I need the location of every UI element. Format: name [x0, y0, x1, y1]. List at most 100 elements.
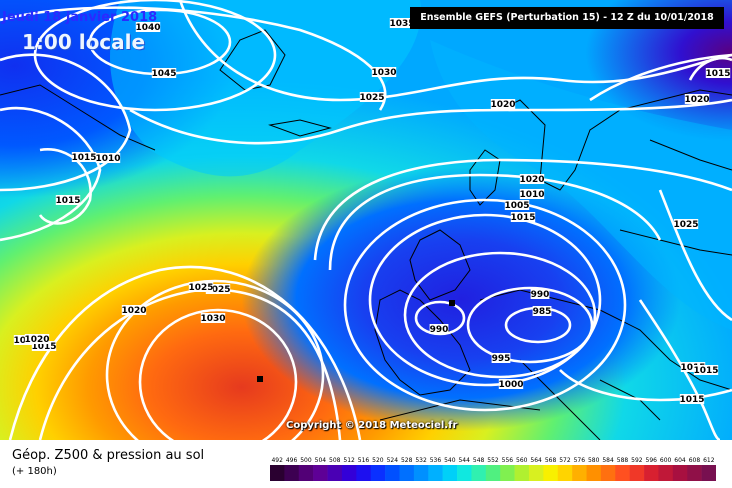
scale-tick-label: 600 [660, 457, 672, 464]
isobar-label-bg [673, 219, 699, 229]
scale-tick-label: 588 [617, 457, 629, 464]
scale-swatch [327, 465, 343, 481]
isobar-label: 1015 [680, 363, 705, 373]
scale-tick-label: 524 [387, 457, 399, 464]
run-info-banner: Ensemble GEFS (Perturbation 15) - 12 Z d… [410, 7, 724, 29]
isobar-label: 1010 [95, 154, 120, 164]
isobar-label-bg [684, 94, 710, 104]
isobar-label-bg [205, 284, 231, 294]
isobar-label: 1015 [71, 153, 96, 163]
isobar-label-bg [200, 313, 226, 323]
isobar-label-bg [371, 67, 397, 77]
legend-footer: Géop. Z500 & pression au sol (+ 180h) 49… [0, 440, 732, 488]
isobar-label-bg [679, 394, 705, 404]
isobar-label: 1025 [205, 285, 230, 295]
scale-tick-label: 572 [559, 457, 571, 464]
isobar-labels: 1040103510451030102510201015101010151005… [13, 18, 731, 405]
isobar-label-bg [71, 152, 97, 162]
lead-time: (+ 180h) [12, 466, 57, 477]
scale-swatch [586, 465, 602, 481]
local-time: 1:00 locale [22, 30, 146, 54]
isobar-label-bg [31, 341, 57, 351]
scale-swatch [543, 465, 559, 481]
scale-swatch [600, 465, 616, 481]
isobar-label: 1015 [31, 342, 56, 352]
isobar-label: 1005 [504, 201, 529, 211]
isobar-label-bg [359, 92, 385, 102]
isobar-label: 990 [531, 290, 550, 300]
scale-tick-label: 492 [271, 457, 283, 464]
isobar-label: 1040 [135, 23, 160, 33]
forecast-map: 1040103510451030102510201015101010151005… [0, 0, 732, 440]
copyright-notice: Copyright © 2018 Meteociel.fr [286, 420, 458, 431]
scale-tick-label: 564 [530, 457, 542, 464]
isobar-label: 990 [430, 325, 449, 335]
scale-tick-label: 596 [646, 457, 658, 464]
scale-tick-label: 584 [602, 457, 614, 464]
scale-swatch [672, 465, 688, 481]
scale-tick-label: 540 [444, 457, 456, 464]
scale-tick-label: 548 [473, 457, 485, 464]
scale-swatch [413, 465, 429, 481]
isobar-label-bg [680, 362, 706, 372]
scale-swatch [298, 465, 314, 481]
isobar-label: 1035 [389, 19, 414, 29]
isobar-label: 1045 [151, 69, 176, 79]
isobars [0, 0, 732, 440]
isobar-label-bg [504, 200, 530, 210]
isobar-label: 1015 [510, 213, 535, 223]
isobar-label-bg [532, 306, 552, 316]
scale-tick-label: 592 [631, 457, 643, 464]
scale-tick-label: 504 [315, 457, 327, 464]
scale-swatch [629, 465, 645, 481]
isobar-label: 1010 [519, 190, 544, 200]
isobar-label: 1020 [519, 175, 544, 185]
scale-tick-label: 608 [689, 457, 701, 464]
scale-swatch [572, 465, 587, 481]
isobar-label: 985 [533, 307, 552, 317]
isobar-label-bg [519, 189, 545, 199]
isobar-label: 1000 [498, 380, 523, 390]
isobar-label: 1015 [705, 69, 730, 79]
isobar-label: 1025 [673, 220, 698, 230]
scale-tick-label: 516 [358, 457, 370, 464]
isobar-label: 1030 [200, 314, 225, 324]
high-center-marker [257, 376, 263, 382]
forecast-date: Jeudi 18 janvier 2018 [2, 10, 158, 25]
scale-swatch [500, 465, 515, 481]
low-center-marker [449, 300, 455, 306]
color-scale: 492 496 500 504 508 512 516 520 524 528 532 536 540 5… [270, 457, 716, 481]
isobar-label: 995 [492, 354, 511, 364]
scale-tick-label: 512 [343, 457, 355, 464]
isobar-label-bg [389, 18, 415, 28]
scale-swatch [428, 465, 443, 481]
isobar-label: 1020 [121, 306, 146, 316]
isobar-label: 1015 [693, 366, 718, 376]
isobar-label-bg [121, 305, 147, 315]
isobar-label: 1025 [188, 283, 213, 293]
scale-swatch [370, 465, 386, 481]
isobar-label-bg [530, 289, 550, 299]
scale-tick-label: 496 [286, 457, 298, 464]
scale-swatch [485, 465, 501, 481]
isobar-label-bg [135, 22, 161, 32]
isobar-label-bg [490, 99, 516, 109]
isobar-label-bg [498, 379, 524, 389]
scale-swatch [341, 465, 357, 481]
scale-swatch [528, 465, 544, 481]
isobar-label-bg [95, 153, 121, 163]
scale-tick-label: 528 [401, 457, 413, 464]
scale-tick-label: 536 [430, 457, 442, 464]
scale-tick-label: 612 [703, 457, 715, 464]
scale-swatch [658, 465, 674, 481]
scale-swatch [356, 465, 372, 481]
scale-tick-label: 544 [458, 457, 470, 464]
isobar-label: 1015 [55, 196, 80, 206]
isobar-label-bg [705, 68, 731, 78]
isobar-label: 1015 [679, 395, 704, 405]
scale-swatch [270, 465, 285, 481]
scale-swatch [457, 465, 472, 481]
scale-tick-label: 604 [674, 457, 686, 464]
scale-swatch [471, 465, 487, 481]
